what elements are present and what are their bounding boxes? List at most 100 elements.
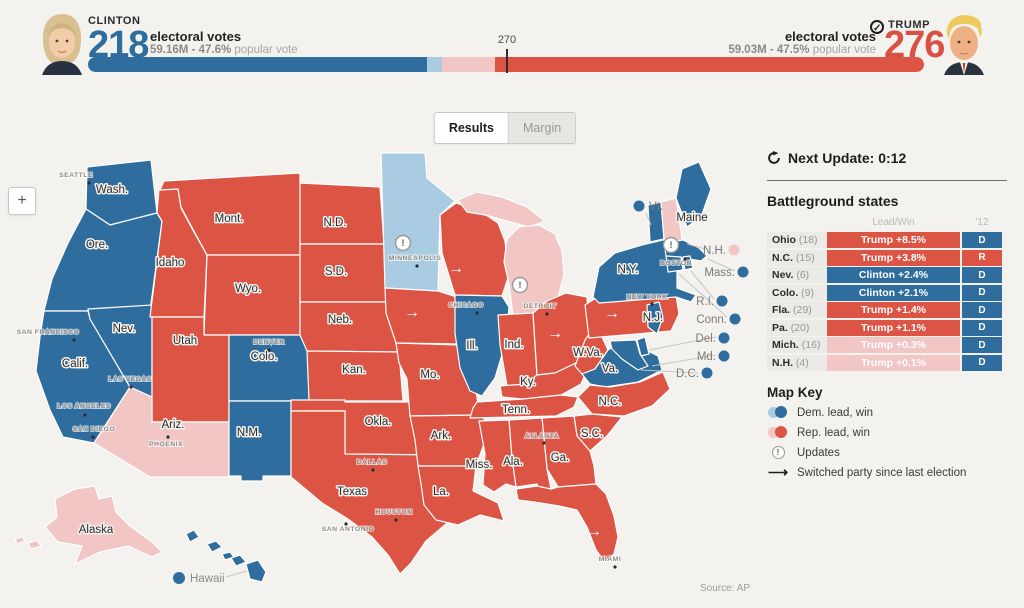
city-label-houston: HOUSTON <box>375 509 412 516</box>
map-zoom-in-button[interactable]: + <box>8 187 36 215</box>
state-nd[interactable] <box>299 182 385 245</box>
trump-name-row: ✓ TRUMP <box>0 15 930 34</box>
update-icon-mich[interactable] <box>511 276 529 294</box>
view-tabs: Results Margin <box>433 112 577 144</box>
city-dot <box>371 468 375 472</box>
key-rep-lead-win: Rep. lead, win <box>767 426 1007 440</box>
bar-270-tick <box>506 49 508 73</box>
state-wy[interactable] <box>203 254 301 336</box>
callout-dot-del[interactable] <box>718 332 730 344</box>
state-label-wa: Wash. <box>96 184 128 196</box>
battleground-row-nh[interactable]: N.H. (4) Trump +0.1% D <box>767 354 1007 371</box>
state-ga[interactable] <box>541 415 597 488</box>
battleground-row-fla[interactable]: Fla. (29) Trump +1.4% D <box>767 302 1007 318</box>
switched-arrow-ohio: → <box>547 325 563 342</box>
state-label-nm: N.M. <box>237 427 261 439</box>
battleground-lead: Clinton +2.1% <box>827 284 960 301</box>
state-label-wy: Wyo. <box>235 283 261 295</box>
battleground-lead: Clinton +2.4% <box>827 267 960 283</box>
callout-dot-dc[interactable] <box>701 367 713 379</box>
city-dot <box>83 413 87 417</box>
state-fl[interactable] <box>515 483 619 563</box>
bar-segment-trump-won <box>495 57 924 72</box>
city-label-denver: DENVER <box>253 339 284 346</box>
state-label-in: Ind. <box>504 339 523 351</box>
col-lead-win: Lead/Win <box>872 217 915 228</box>
state-ct[interactable] <box>665 255 684 273</box>
battleground-row-ohio[interactable]: Ohio (18) Trump +8.5% D <box>767 232 1007 248</box>
city-dot <box>72 338 76 342</box>
state-label-tx: Texas <box>337 486 367 498</box>
state-ne[interactable] <box>299 301 400 353</box>
state-tn[interactable] <box>469 394 579 419</box>
update-icon-nh[interactable] <box>662 236 680 254</box>
battleground-row-mich[interactable]: Mich. (16) Trump +0.3% D <box>767 337 1007 353</box>
state-nm[interactable] <box>228 400 292 482</box>
state-ak[interactable] <box>44 485 163 565</box>
callout-dot-vt[interactable] <box>633 200 645 212</box>
state-nj[interactable] <box>646 301 664 335</box>
state-ak_a1[interactable] <box>27 539 42 550</box>
state-ak_a2[interactable] <box>14 536 26 545</box>
state-hi2[interactable] <box>206 540 223 553</box>
sidebar-divider <box>767 180 1007 181</box>
state-hi1[interactable] <box>185 529 200 543</box>
state-tx[interactable] <box>290 410 465 575</box>
hawaii-dot[interactable] <box>173 572 185 584</box>
state-ms[interactable] <box>478 419 517 493</box>
state-il[interactable] <box>454 294 510 397</box>
battleground-row-nev[interactable]: Nev. (6) Clinton +2.4% D <box>767 267 1007 283</box>
callout-dot-mass[interactable] <box>737 266 749 278</box>
callout-label-vt: Vt. <box>649 201 663 213</box>
tab-margin[interactable]: Margin <box>507 113 576 143</box>
callout-dot-nh[interactable] <box>728 244 740 256</box>
state-label-me: Maine <box>676 212 707 224</box>
battleground-table-header: Lead/Win '12 <box>767 217 1007 228</box>
battleground-row-pa[interactable]: Pa. (20) Trump +1.1% D <box>767 319 1007 336</box>
state-ia[interactable] <box>384 287 465 345</box>
state-or[interactable] <box>43 208 163 312</box>
bar-segment-clinton-won <box>88 57 427 72</box>
battleground-lead: Trump +1.1% <box>827 319 960 336</box>
city-dot <box>475 311 479 315</box>
state-la[interactable] <box>417 465 505 526</box>
state-hi4[interactable] <box>230 554 247 567</box>
state-label-mt: Mont. <box>215 213 244 225</box>
city-dot <box>545 312 549 316</box>
callout-line <box>645 212 652 226</box>
city-dot <box>613 565 617 569</box>
battleground-row-nc[interactable]: N.C. (15) Trump +3.8% R <box>767 249 1007 266</box>
battleground-lead: Trump +0.1% <box>827 354 960 371</box>
state-hi5[interactable] <box>245 559 267 583</box>
callout-dot-ri[interactable] <box>716 295 728 307</box>
battleground-row-colo[interactable]: Colo. (9) Clinton +2.1% D <box>767 284 1007 301</box>
state-label-ne: Neb. <box>328 314 352 326</box>
state-mi_up[interactable] <box>457 191 546 228</box>
battleground-2012-result: D <box>962 354 1002 371</box>
tab-results[interactable]: Results <box>434 113 508 143</box>
source-attribution: Source: AP <box>700 583 751 594</box>
update-icon-minn[interactable] <box>394 234 412 252</box>
battleground-lead: Trump +0.3% <box>827 337 960 353</box>
state-me[interactable] <box>675 161 712 228</box>
battleground-2012-result: D <box>962 284 1002 301</box>
callout-line <box>690 270 715 300</box>
city-dot <box>650 302 654 306</box>
state-label-ak: Alaska <box>79 524 114 536</box>
switched-arrow-iowa: → <box>404 304 420 321</box>
city-dot <box>394 518 398 522</box>
city-dot <box>415 264 419 268</box>
callout-label-mass: Mass. <box>704 267 735 279</box>
callout-dot-md[interactable] <box>718 350 730 362</box>
state-label-nd: N.D. <box>324 217 347 229</box>
city-dot <box>542 441 546 445</box>
bar-segment-dem-leading <box>426 57 443 72</box>
state-ks[interactable] <box>306 350 404 402</box>
battleground-state: N.H. (4) <box>767 354 827 371</box>
hawaii-line <box>225 570 248 578</box>
battleground-state: Ohio (18) <box>767 232 827 248</box>
callout-dot-conn[interactable] <box>729 313 741 325</box>
state-label-il: Ill. <box>466 340 478 352</box>
state-md[interactable] <box>609 339 649 371</box>
callout-label-del: Del. <box>696 333 716 345</box>
